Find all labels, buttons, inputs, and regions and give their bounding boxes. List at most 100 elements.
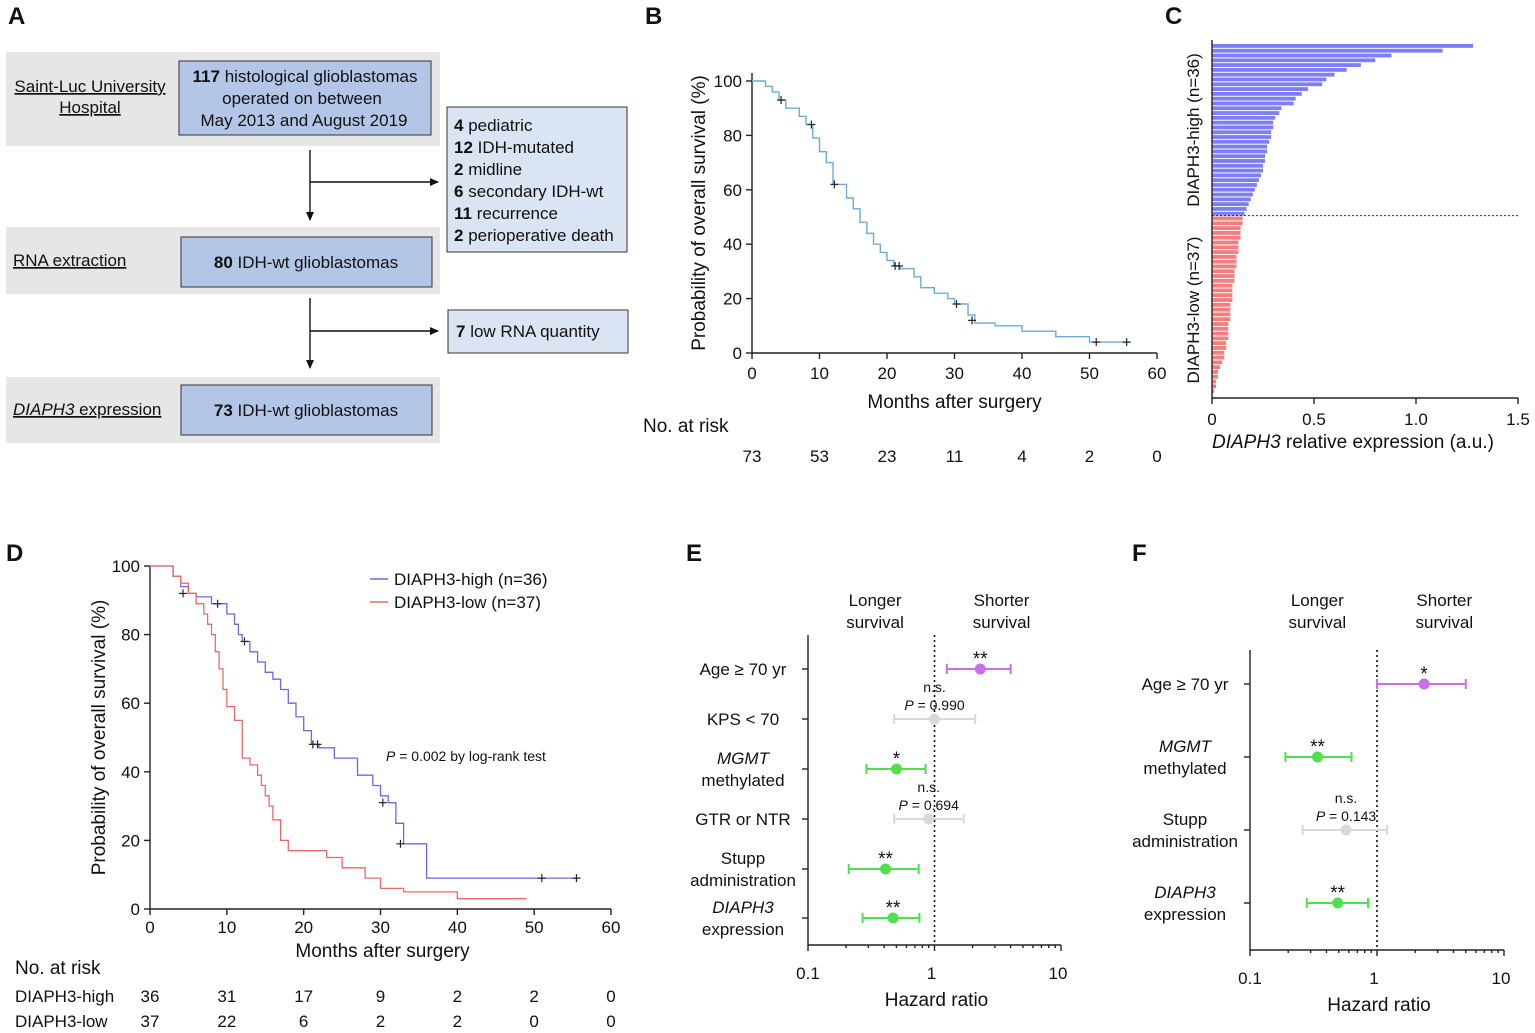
legend-label-0: DIAPH3-high (n=36) bbox=[394, 570, 548, 589]
risk-value: 0 bbox=[1152, 447, 1161, 466]
risk-table-title: No. at risk bbox=[643, 416, 729, 437]
exclusion-text: pediatric bbox=[463, 116, 532, 135]
x-tick-label: 30 bbox=[371, 918, 390, 937]
bar-high-2 bbox=[1212, 53, 1392, 58]
bar-high-26 bbox=[1212, 168, 1263, 173]
x-tick-label: 40 bbox=[448, 918, 467, 937]
bar-high-8 bbox=[1212, 82, 1323, 87]
row-label-line1: DIAPH3 bbox=[1154, 883, 1216, 902]
bar-low-5 bbox=[1212, 240, 1239, 245]
p-value-label: P = 0.143 bbox=[1316, 808, 1377, 824]
risk-value: 11 bbox=[946, 447, 964, 466]
exclusion-count: 11 bbox=[454, 204, 472, 223]
bar-high-9 bbox=[1212, 87, 1308, 91]
y-tick-label: 100 bbox=[714, 72, 742, 91]
row-label-line2: administration bbox=[690, 871, 796, 890]
risk-row-label: DIAPH3-low bbox=[15, 1012, 108, 1031]
bar-low-27 bbox=[1212, 346, 1227, 350]
row3-box bbox=[180, 384, 433, 436]
x-axis-label: DIAPH3 relative expression (a.u.) bbox=[1212, 432, 1494, 453]
risk-value: 9 bbox=[376, 987, 385, 1006]
bar-high-35 bbox=[1212, 211, 1245, 216]
row2-box-text-line: 80 IDH-wt glioblastomas bbox=[214, 253, 398, 272]
p-label: P bbox=[904, 697, 914, 713]
row3-label: DIAPH3 expression bbox=[13, 400, 161, 419]
bar-high-15 bbox=[1212, 115, 1276, 120]
row1-box bbox=[178, 60, 432, 136]
title-left-line2: survival bbox=[846, 613, 904, 632]
bar-low-0 bbox=[1212, 216, 1243, 221]
x-tick-label: 40 bbox=[1013, 364, 1032, 383]
p-label: P bbox=[899, 797, 909, 813]
bar-high-34 bbox=[1212, 207, 1247, 211]
bar-high-6 bbox=[1212, 72, 1335, 77]
p-value: 0.143 bbox=[1341, 808, 1376, 824]
risk-value: 31 bbox=[217, 987, 236, 1006]
risk-value: 0 bbox=[606, 1012, 615, 1031]
exclusion2-text-line: 7 low RNA quantity bbox=[456, 322, 600, 341]
y-tick-label: 80 bbox=[121, 626, 140, 645]
bar-low-7 bbox=[1212, 250, 1239, 254]
y-tick-label: 60 bbox=[121, 694, 140, 713]
hazard-point bbox=[1340, 824, 1352, 836]
x-tick-label: 0 bbox=[145, 918, 154, 937]
y-axis-label: Probability of overall survival (%) bbox=[89, 600, 110, 876]
bar-high-21 bbox=[1212, 144, 1268, 149]
panel-letter-b: B bbox=[645, 3, 662, 30]
bar-high-0 bbox=[1212, 44, 1474, 48]
y-tick-label: 0 bbox=[131, 900, 140, 919]
row-label: Age ≥ 70 yr bbox=[1142, 675, 1229, 694]
bar-high-10 bbox=[1212, 91, 1302, 96]
logrank-annotation: P = 0.002 by log-rank test bbox=[386, 748, 546, 764]
exclusion-count: 4 bbox=[454, 116, 464, 135]
panel-letter-c: C bbox=[1165, 3, 1182, 30]
bar-high-18 bbox=[1212, 130, 1272, 135]
y-tick-label: 100 bbox=[112, 557, 140, 576]
panel-f-forest-multivariate: F Longer survival Shorter survival 0.1 1 10 Haz… bbox=[1132, 540, 1510, 1016]
hazard-point bbox=[1311, 751, 1323, 763]
row1-box-line2: operated on between bbox=[222, 89, 382, 108]
risk-value: 4 bbox=[1017, 447, 1026, 466]
bar-high-1 bbox=[1212, 48, 1443, 53]
group-high-label: DIAPH3-high (n=36) bbox=[1184, 53, 1203, 207]
panel-letter-a: A bbox=[8, 3, 25, 30]
hazard-point bbox=[880, 863, 892, 875]
bar-high-17 bbox=[1212, 125, 1274, 130]
row-label-line1: MGMT bbox=[1159, 737, 1213, 756]
exclusion-box-1 bbox=[446, 106, 628, 253]
significance-ns: n.s. bbox=[923, 679, 946, 695]
row-label: Age ≥ 70 yr bbox=[700, 660, 787, 679]
exclusion-text: secondary IDH-wt bbox=[463, 182, 603, 201]
hazard-point bbox=[929, 713, 940, 725]
exclusion-text: perioperative death bbox=[463, 226, 613, 245]
x-tick-label: 0 bbox=[1207, 410, 1216, 429]
bar-high-33 bbox=[1212, 202, 1249, 207]
bar-low-4 bbox=[1212, 235, 1241, 240]
x-tick-label: 20 bbox=[294, 918, 313, 937]
row3-box-text-line: 73 IDH-wt glioblastomas bbox=[214, 401, 398, 420]
row3-label-rest: expression bbox=[74, 400, 161, 419]
exclusion-count: 12 bbox=[454, 138, 473, 157]
x-tick-label: 20 bbox=[878, 364, 897, 383]
panel-a-flowchart: A Saint-Luc University Hospital 117 hist… bbox=[6, 3, 629, 443]
x-tick-label: 50 bbox=[1080, 364, 1099, 383]
bar-low-32 bbox=[1212, 370, 1219, 374]
row1-label-line1: Saint-Luc University bbox=[14, 77, 166, 96]
title-right-line1: Shorter bbox=[974, 591, 1030, 610]
panel-letter-f: F bbox=[1132, 540, 1147, 567]
group-low-label: DIAPH3-low (n=37) bbox=[1184, 237, 1203, 384]
x-tick-label: 0.1 bbox=[1238, 969, 1262, 988]
bar-low-14 bbox=[1212, 283, 1233, 288]
x-axis-label: Hazard ratio bbox=[885, 990, 989, 1011]
bar-low-18 bbox=[1212, 302, 1231, 307]
y-tick-label: 20 bbox=[723, 290, 742, 309]
bar-high-7 bbox=[1212, 77, 1327, 82]
y-tick-label: 40 bbox=[723, 235, 742, 254]
bar-low-16 bbox=[1212, 293, 1233, 298]
significance-ns: n.s. bbox=[917, 779, 940, 795]
row-label-line1: Stupp bbox=[1163, 810, 1207, 829]
row-label: KPS < 70 bbox=[707, 710, 779, 729]
bar-low-12 bbox=[1212, 274, 1235, 278]
